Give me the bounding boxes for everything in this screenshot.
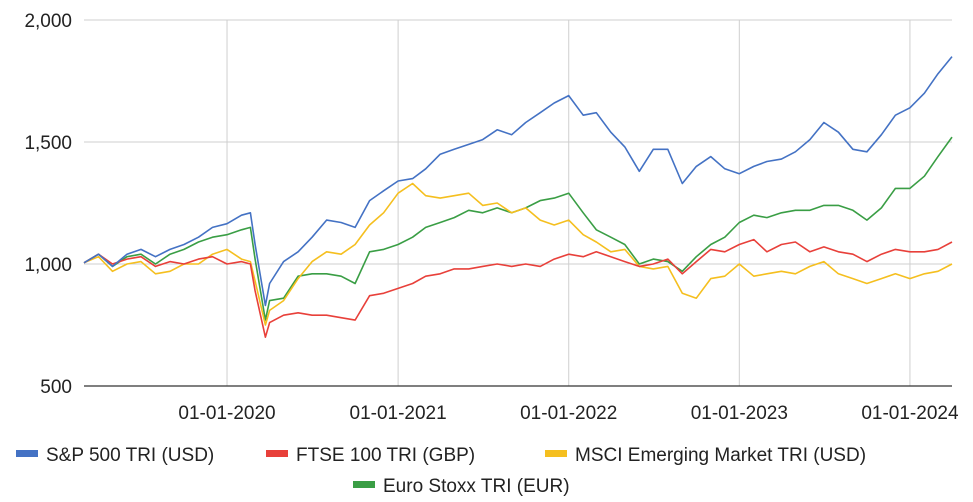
y-tick-label: 500 (40, 377, 72, 398)
grid (84, 19, 952, 386)
x-tick-label: 01-01-2021 (350, 403, 447, 424)
y-axis: 500 1,000 1,500 2,000 (24, 11, 72, 398)
x-tick-label: 01-01-2024 (861, 403, 959, 424)
legend: S&P 500 TRI (USD) FTSE 100 TRI (GBP) MSCI … (16, 445, 866, 497)
y-tick-label: 2,000 (24, 11, 72, 32)
legend-swatch (16, 450, 38, 457)
legend-swatch (266, 450, 288, 457)
x-tick-label: 01-01-2023 (691, 403, 788, 424)
series-line-3 (83, 182, 953, 326)
series-line-2 (83, 238, 953, 339)
series-lines (83, 56, 953, 339)
legend-label: Euro Stoxx TRI (EUR) (383, 476, 570, 497)
legend-label: S&P 500 TRI (USD) (46, 445, 214, 466)
series-line-4 (83, 136, 953, 321)
series-line-1 (83, 56, 953, 307)
legend-label: FTSE 100 TRI (GBP) (296, 445, 475, 466)
legend-label: MSCI Emerging Market TRI (USD) (575, 445, 866, 466)
x-tick-label: 01-01-2020 (178, 403, 275, 424)
x-axis: 01-01-2020 01-01-2021 01-01-2022 01-01-2023… (84, 385, 959, 424)
x-tick-label: 01-01-2022 (520, 403, 617, 424)
legend-swatch (545, 450, 567, 457)
y-tick-label: 1,000 (24, 255, 72, 276)
legend-swatch (353, 481, 375, 488)
y-tick-label: 1,500 (24, 133, 72, 154)
